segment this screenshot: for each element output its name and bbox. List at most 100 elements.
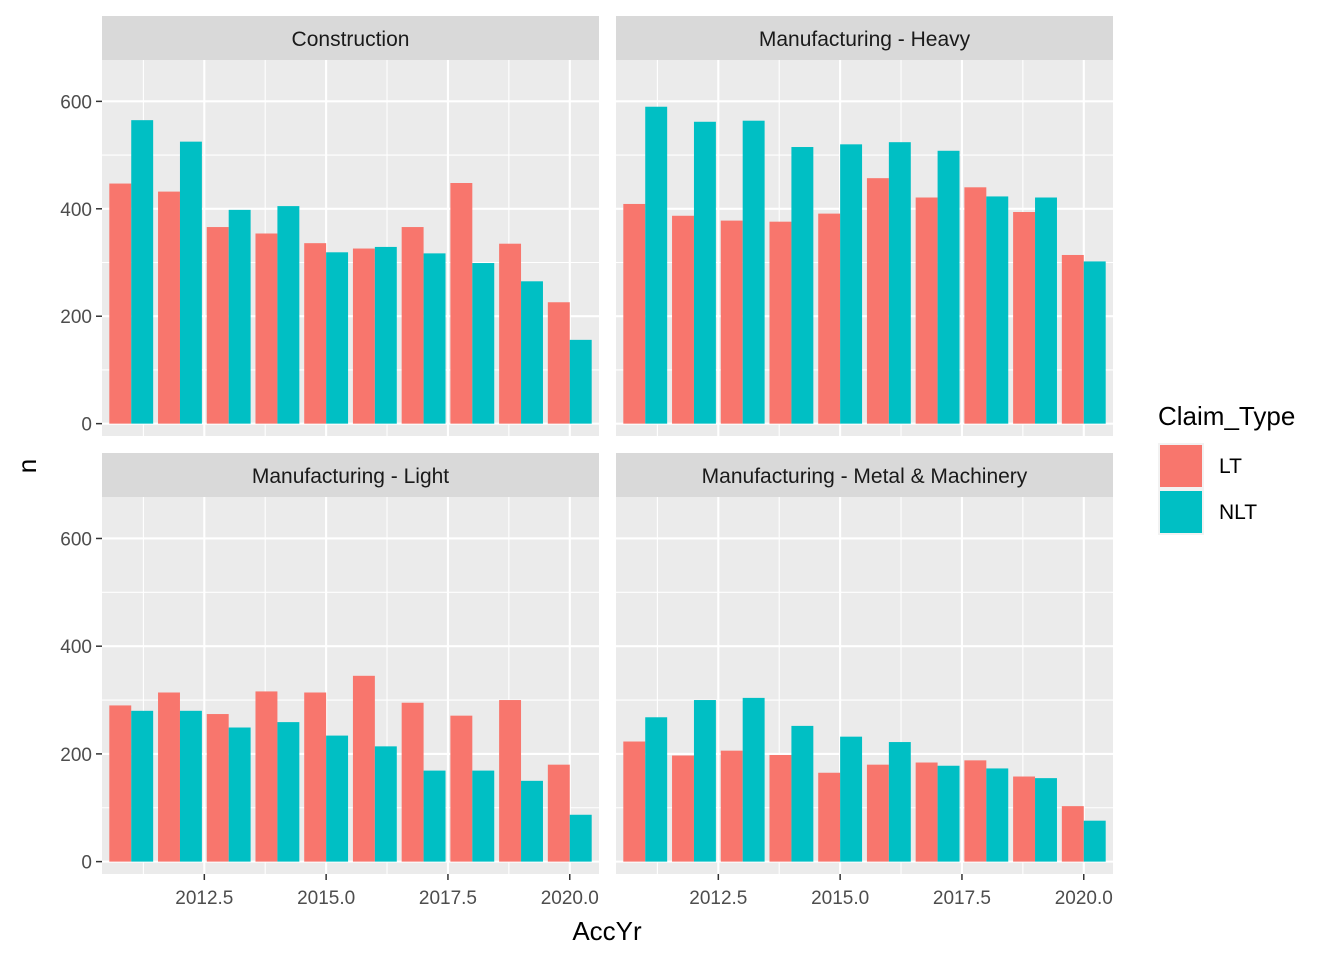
panels: Construction Manufacturing - Heavy Manufac… [102,16,1113,874]
bar-nlt [1083,261,1106,424]
x-tick-label: 2015.0 [297,888,355,909]
bar-nlt [888,742,911,862]
x-tick-label: 2015.0 [811,888,869,909]
facet-strip [102,16,599,60]
y-tick-label: 400 [60,637,92,658]
bar-lt [255,691,278,862]
bar-nlt [326,252,349,424]
bar-nlt [645,717,668,862]
y-tick-label: 200 [60,745,92,766]
legend-label: NLT [1219,501,1257,524]
x-tick-label: 2017.5 [419,888,477,909]
bar-lt [352,248,375,424]
bar-nlt [277,206,300,424]
x-tick-label: 2012.5 [689,888,747,909]
bar-lt [964,760,987,862]
bar-lt [109,705,132,862]
bar-lt [915,762,938,862]
bar-lt [866,764,889,862]
bar-nlt [326,735,349,862]
y-tick-label: 0 [81,415,92,436]
bar-nlt [693,121,716,424]
y-tick-label: 200 [60,307,92,328]
x-tick-label: 2012.5 [175,888,233,909]
facet-strip-label: Construction [292,28,410,51]
y-tick-label: 600 [60,529,92,550]
facet-strip-label: Manufacturing - Heavy [759,28,971,51]
facet-panel: Manufacturing - Metal & Machinery [616,453,1113,874]
y-tick-label: 400 [60,200,92,221]
bar-nlt [986,768,1009,862]
bar-lt [915,197,938,424]
facet-panel: Construction [102,16,599,436]
x-tick-label: 2017.5 [933,888,991,909]
bar-nlt [986,196,1009,424]
bar-nlt [228,727,251,862]
bar-nlt [521,780,543,862]
bar-lt [1013,776,1036,862]
bar-lt [255,233,278,424]
bar-nlt [131,120,154,424]
bar-lt [623,741,646,862]
facet-strip [102,453,599,497]
facet-strip-label: Manufacturing - Light [252,465,449,488]
x-tick-label: 2020.0 [1055,888,1113,909]
bar-lt [672,215,694,424]
bar-lt [547,764,570,862]
legend-key-lt [1160,445,1202,487]
bar-nlt [1083,820,1106,862]
facet-panel: Manufacturing - Heavy [616,16,1113,436]
bar-lt [720,220,743,424]
axes: 0 200 400 600 0 200 400 600 2012.5 2015.0 2017.5 20… [60,92,1113,909]
bar-lt [964,187,987,424]
bar-nlt [423,770,446,862]
bar-lt [672,755,694,862]
legend-key-nlt [1160,491,1202,533]
x-tick-label: 2020.0 [541,888,599,909]
bar-nlt [840,736,863,862]
bar-nlt [645,106,668,424]
bar-lt [499,243,522,424]
y-axis-title: n [12,459,42,473]
bar-nlt [179,141,202,424]
bar-nlt [569,814,592,862]
bar-lt [206,227,229,424]
bar-nlt [277,722,300,862]
bar-lt [109,183,132,424]
bar-nlt [374,746,397,862]
bar-nlt [840,144,863,424]
bar-nlt [937,765,960,862]
bar-nlt [472,263,495,424]
bar-lt [304,243,327,424]
bar-nlt [131,710,154,862]
legend-label: LT [1219,455,1242,478]
bar-nlt [569,339,592,424]
bar-nlt [742,697,765,862]
facet-strip [616,16,1113,60]
y-tick-label: 0 [81,853,92,874]
bar-lt [720,750,743,862]
facet-strip-label: Manufacturing - Metal & Machinery [702,465,1028,488]
legend: Claim_Type LT NLT [1158,401,1295,535]
bar-nlt [179,710,202,862]
y-tick-label: 600 [60,92,92,113]
bar-lt [623,203,646,424]
bar-nlt [472,770,495,862]
legend-title: Claim_Type [1158,401,1295,431]
bar-nlt [888,142,911,424]
bar-nlt [423,253,446,424]
bar-lt [158,191,180,424]
x-axis-title: AccYr [572,916,642,946]
bar-nlt [693,700,716,862]
bar-nlt [1035,197,1057,424]
bar-nlt [791,147,814,424]
bar-lt [1061,806,1084,862]
bar-nlt [791,725,814,862]
bar-lt [450,715,473,862]
bar-nlt [374,246,397,424]
bar-lt [547,302,570,424]
bar-lt [499,700,522,862]
bar-lt [769,754,792,862]
bar-lt [158,692,180,862]
